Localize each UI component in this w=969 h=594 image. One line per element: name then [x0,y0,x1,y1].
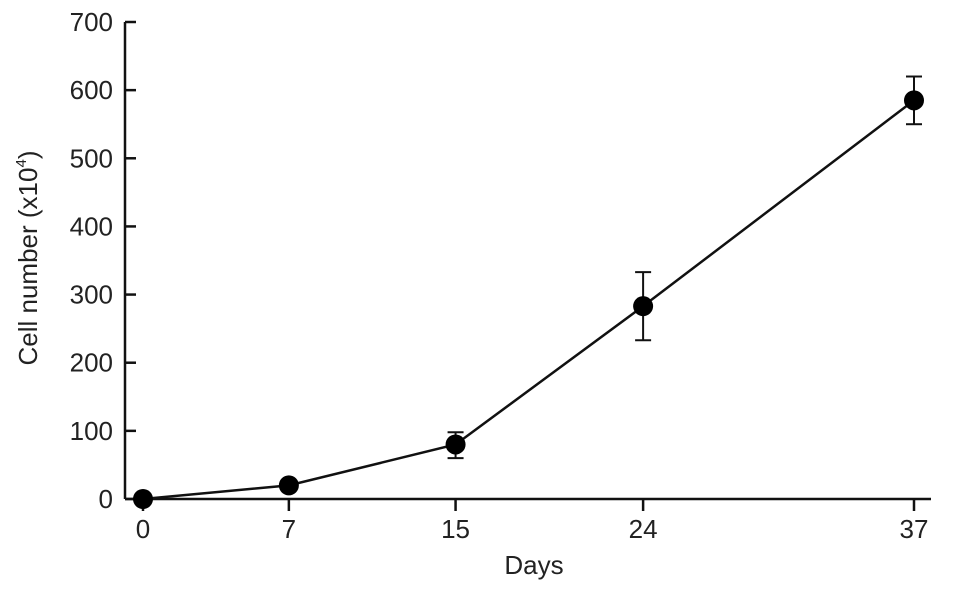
data-point [633,296,654,317]
y-tick-label: 100 [70,416,113,446]
y-tick-label: 400 [70,211,113,241]
y-tick-label: 600 [70,75,113,105]
series-line [142,99,915,501]
x-axis-title: Days [504,550,563,580]
data-point [278,475,299,496]
y-axis-ticks: 0 100 200 300 400 500 600 700 [70,7,136,514]
y-axis-title-end: ) [13,151,43,160]
y-axis-title: Cell number (x104) [13,151,43,366]
y-axis-title-main: Cell number (x10 [13,168,43,366]
x-tick-label: 15 [441,514,470,544]
x-tick-label: 0 [136,514,150,544]
y-tick-label: 700 [70,7,113,37]
y-tick-label: 0 [99,484,113,514]
axes [123,22,931,501]
y-tick-label: 500 [70,143,113,173]
x-axis-ticks: 0 7 15 24 37 [136,499,929,544]
series [133,75,924,509]
data-point [133,489,153,509]
data-point [904,90,924,111]
data-point [445,434,466,455]
x-tick-label: 37 [900,514,929,544]
x-tick-label: 24 [629,514,658,544]
x-tick-label: 7 [282,514,296,544]
y-axis-title-superscript: 4 [13,159,30,167]
y-tick-label: 300 [70,280,113,310]
y-tick-label: 200 [70,348,113,378]
